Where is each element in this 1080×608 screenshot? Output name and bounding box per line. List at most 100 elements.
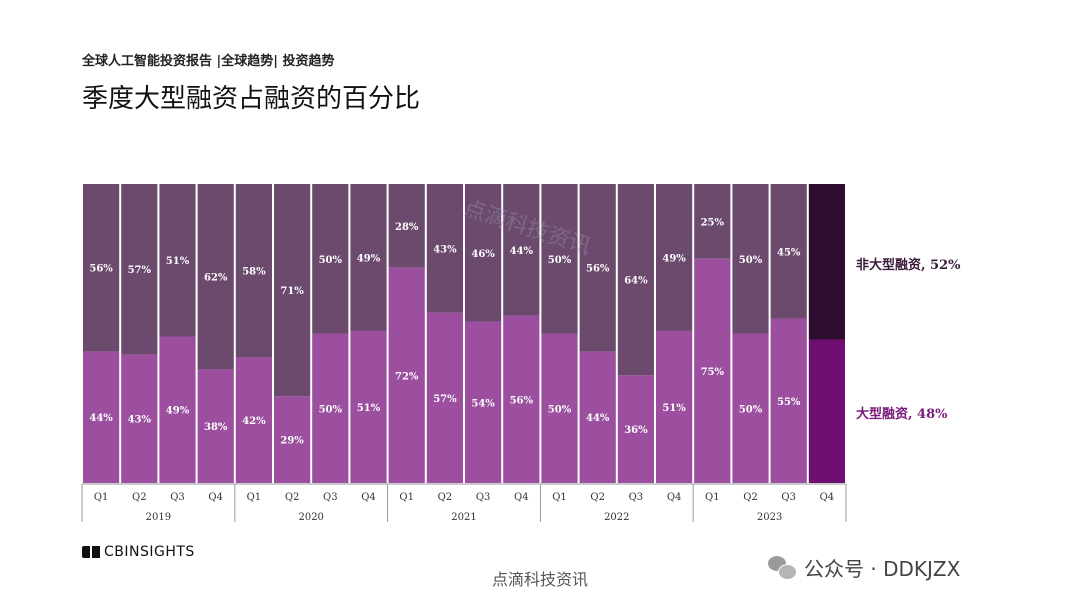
bar-large [235, 357, 272, 483]
data-label-non-large: 46% [471, 249, 495, 260]
bar-non-large [388, 184, 425, 268]
wechat-label: 公众号 · DDKJZX [804, 557, 961, 581]
bar-non-large [426, 184, 463, 313]
data-label-non-large: 43% [433, 244, 457, 255]
bar-non-large [312, 184, 349, 334]
data-label-large: 75% [701, 367, 725, 378]
data-label-non-large: 71% [280, 286, 304, 297]
x-tick-label: Q4 [208, 492, 223, 503]
x-tick-label: Q2 [438, 492, 453, 503]
x-tick-label: Q2 [285, 492, 300, 503]
data-label-non-large: 57% [128, 265, 152, 276]
data-label-large: 56% [510, 395, 534, 406]
data-label-non-large: 51% [166, 256, 190, 267]
bar-non-large [197, 184, 234, 370]
x-tick-label: Q1 [552, 492, 567, 503]
data-label-non-large: 56% [586, 264, 610, 275]
x-tick-label: Q4 [361, 492, 376, 503]
x-tick-label: Q3 [170, 492, 185, 503]
bar-large [426, 312, 463, 483]
cbinsights-logo-icon [82, 546, 100, 558]
data-label-non-large: 58% [242, 267, 266, 278]
bar-large [617, 375, 654, 483]
data-label-non-large: 45% [777, 247, 801, 258]
data-label-non-large: 49% [662, 253, 686, 264]
x-tick-label: Q1 [247, 492, 262, 503]
cbinsights-logo: CBINSIGHTS [82, 544, 195, 560]
x-tick-label: Q2 [132, 492, 147, 503]
data-label-non-large: 56% [89, 264, 113, 275]
bar-large [83, 351, 120, 483]
year-label: 2020 [298, 512, 323, 523]
bar-large [312, 333, 349, 483]
bar-non-large [656, 184, 693, 331]
data-label-non-large: 62% [204, 273, 228, 284]
data-label-large: 72% [395, 371, 419, 382]
data-label-large: 49% [166, 406, 190, 417]
bar-large [656, 330, 693, 483]
year-label: 2022 [604, 512, 629, 523]
bar-large [388, 267, 425, 483]
bar-large [121, 354, 158, 483]
breadcrumb: 全球人工智能投资报告 |全球趋势| 投资趋势 [82, 54, 335, 69]
data-label-large: 44% [586, 413, 610, 424]
legend-non-large: 非大型融资, 52% [856, 258, 961, 273]
bar-large [770, 318, 807, 483]
wechat-icon [768, 555, 797, 580]
x-tick-label: Q1 [94, 492, 109, 503]
data-label-large: 43% [128, 415, 152, 426]
page-title: 季度大型融资占融资的百分比 [82, 84, 421, 114]
bar-non-large [694, 184, 731, 259]
data-label-non-large: 50% [739, 255, 763, 266]
data-label-large: 55% [777, 397, 801, 408]
data-label-large: 57% [433, 394, 457, 405]
data-label-non-large: 50% [548, 255, 572, 266]
footer-caption: 点滴科技资讯 [491, 570, 588, 589]
year-label: 2023 [757, 512, 782, 523]
data-label-large: 51% [662, 403, 686, 414]
data-label-large: 50% [739, 404, 763, 415]
bar-non-large [235, 184, 272, 358]
data-label-non-large: 25% [701, 217, 725, 228]
bar-large [694, 258, 731, 483]
data-label-large: 50% [319, 404, 343, 415]
bar-large [541, 333, 578, 483]
bar-non-large [274, 184, 311, 397]
x-tick-label: Q4 [514, 492, 529, 503]
bar-large [808, 339, 845, 483]
data-label-non-large: 50% [319, 255, 343, 266]
data-label-large: 29% [280, 436, 304, 447]
x-tick-label: Q3 [781, 492, 796, 503]
bar-large [197, 369, 234, 483]
x-tick-label: Q3 [476, 492, 491, 503]
bar-large [274, 396, 311, 483]
year-label: 2021 [451, 512, 476, 523]
data-label-large: 36% [624, 425, 648, 436]
x-tick-label: Q4 [820, 492, 835, 503]
bar-non-large [503, 184, 540, 316]
bar-large [732, 333, 769, 483]
data-label-non-large: 44% [510, 246, 534, 257]
bar-large [465, 321, 502, 483]
data-label-non-large: 49% [357, 253, 381, 264]
data-label-large: 44% [89, 413, 113, 424]
bar-non-large [617, 184, 654, 376]
x-tick-label: Q1 [399, 492, 414, 503]
bar-non-large [350, 184, 387, 331]
x-tick-label: Q3 [629, 492, 644, 503]
data-label-large: 51% [357, 403, 381, 414]
bar-non-large [83, 184, 120, 352]
bar-large [503, 315, 540, 483]
data-label-large: 54% [471, 398, 495, 409]
wechat-account: 公众号 · DDKJZX [768, 553, 960, 582]
bar-non-large [770, 184, 807, 319]
bar-large [350, 330, 387, 483]
bar-non-large [808, 184, 845, 340]
data-label-non-large: 64% [624, 276, 648, 287]
x-tick-label: Q2 [743, 492, 758, 503]
year-label: 2019 [146, 512, 171, 523]
x-tick-label: Q4 [667, 492, 682, 503]
logo-text: CBINSIGHTS [104, 544, 195, 560]
legend-large: 大型融资, 48% [856, 407, 948, 422]
